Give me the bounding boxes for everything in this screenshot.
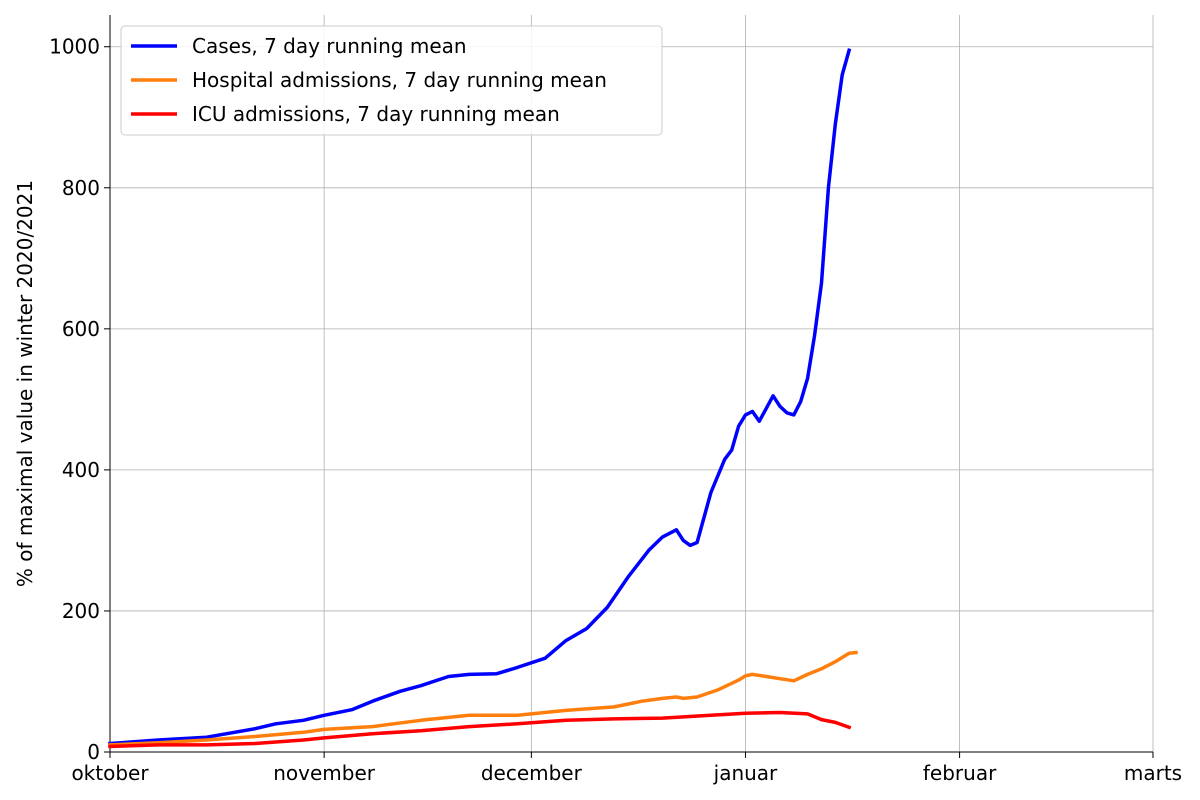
y-tick-label: 600 — [62, 317, 100, 341]
legend-box — [120, 25, 663, 136]
x-axis-ticks: oktober november december januar februar mart… — [71, 752, 1182, 785]
legend-label: Hospital admissions, 7 day running mean — [192, 68, 607, 92]
x-tick-label: oktober — [71, 761, 149, 785]
series-line — [108, 710, 852, 749]
series-line — [108, 650, 858, 747]
x-tick-label: november — [273, 761, 376, 785]
y-axis-label: % of maximal value in winter 2020/2021 — [13, 180, 37, 587]
y-tick-label: 1000 — [49, 35, 100, 59]
x-tick-label: februar — [923, 761, 997, 785]
x-tick-label: januar — [713, 761, 778, 785]
legend: Cases, 7 day running mean Hospital admiss… — [120, 25, 663, 136]
legend-label: ICU admissions, 7 day running mean — [192, 102, 560, 126]
legend-label: Cases, 7 day running mean — [192, 34, 467, 58]
y-tick-label: 0 — [87, 740, 100, 764]
x-tick-label: december — [481, 761, 583, 785]
series-2 — [108, 650, 858, 747]
series-1 — [108, 48, 852, 746]
series-3 — [108, 710, 852, 749]
series-layer — [108, 48, 858, 749]
x-tick-label: marts — [1124, 761, 1182, 785]
y-tick-label: 400 — [62, 458, 100, 482]
y-tick-label: 200 — [62, 599, 100, 623]
y-axis-ticks: 0 200 400 600 800 1000 — [49, 35, 110, 764]
y-tick-label: 800 — [62, 176, 100, 200]
axes — [109, 15, 1153, 753]
series-line — [108, 48, 852, 746]
